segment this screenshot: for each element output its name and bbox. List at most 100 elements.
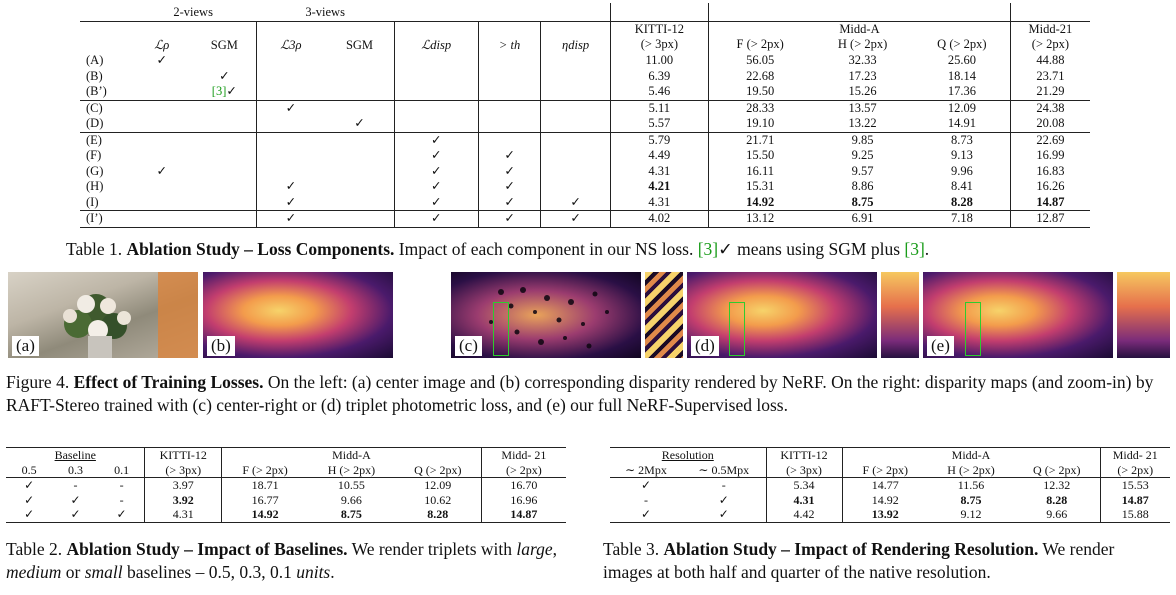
metric-cell: 9.66 (340, 492, 362, 507)
table-1: 2-views 3-views ℒρ SGM ℒ3ρ SGM ℒdisp > t… (80, 3, 1090, 228)
metric-cell: 12.87 (1009, 210, 1090, 228)
group-header-2-views: 2-views (173, 5, 213, 19)
citation-link[interactable]: [3] (211, 84, 227, 98)
check-cell (193, 116, 256, 132)
citation-link[interactable]: [3] (697, 239, 719, 259)
check-cell (393, 84, 479, 100)
check-cell (193, 164, 256, 180)
caption-italic: units (296, 562, 331, 582)
metric-cell: 3.92 (144, 492, 222, 507)
check-cell: ✓ (540, 194, 611, 211)
check-cell: ✓ (477, 210, 541, 228)
check-cell: - (119, 492, 124, 507)
metric-cell: 8.28 (394, 507, 482, 523)
col-subheader-h: H (> 2px) (928, 462, 1015, 478)
metric-cell: 24.38 (1009, 99, 1090, 116)
metric-cell: 3.97 (144, 477, 222, 493)
check-cell (130, 179, 193, 195)
check-cell (325, 69, 394, 85)
check-cell: ✓ (255, 179, 326, 195)
metric-cell: 9.13 (950, 148, 973, 162)
caption-text: . (924, 239, 930, 259)
row-label: (F) (86, 148, 102, 162)
caption-prefix: Table 2. (6, 539, 67, 559)
table-row: (E) ✓ 5.79 21.71 9.85 8.73 22.69 (80, 131, 1090, 148)
metric-cell: 4.21 (609, 179, 709, 195)
table-row: (G) ✓ ✓ ✓ 4.31 16.11 9.57 9.96 16.83 (80, 163, 1090, 180)
col-header-kitti: KITTI-12 (609, 20, 709, 37)
table-row: - ✓ 4.31 14.92 8.75 8.28 14.87 (610, 492, 1171, 507)
figure-panel-zoom-e (1117, 272, 1170, 358)
caption-text: , (552, 539, 558, 559)
figure-panel-zoom-d (881, 272, 919, 358)
metric-cell: 8.73 (913, 131, 1011, 148)
check-cell: - (644, 492, 648, 507)
metric-cell: 8.41 (950, 179, 973, 193)
check-cell (393, 116, 479, 132)
check-cell (193, 148, 256, 164)
metric-cell: 16.70 (480, 477, 566, 493)
check-cell (477, 68, 541, 84)
col-subheader-midd21: (> 2px) (480, 462, 566, 478)
metric-cell: 6.91 (811, 210, 914, 228)
col-header-eta-disp: ηdisp (540, 20, 611, 53)
check-cell (255, 68, 326, 84)
check-cell (540, 163, 611, 179)
metric-cell: 9.25 (851, 148, 874, 162)
col-subheader-q: Q (> 2px) (937, 37, 987, 52)
check-cell: ✓ (6, 507, 53, 523)
metric-cell: 4.31 (144, 507, 222, 523)
caption-bold: Ablation Study – Impact of Baselines. (66, 539, 348, 559)
check-cell (255, 116, 326, 132)
caption-bold: Effect of Training Losses. (73, 372, 264, 392)
metric-cell: 11.00 (609, 53, 709, 69)
check-cell (255, 131, 326, 148)
table-row: (C) ✓ 5.11 28.33 13.57 12.09 24.38 (80, 99, 1090, 116)
check-cell: ✓ (610, 507, 682, 523)
check-cell (325, 195, 394, 211)
metric-cell: 8.75 (960, 492, 982, 507)
check-cell: [3]✓ (193, 84, 256, 100)
metric-cell: 14.92 (841, 492, 929, 507)
check-cell: ✓ (156, 163, 167, 178)
col-header-l-disp: ℒdisp (393, 20, 479, 53)
col-subheader-h: H (> 2px) (308, 462, 395, 478)
table-2: Baseline KITTI-12 Midd-A Midd- 21 0.5 0.… (6, 447, 566, 523)
col-header-l-rho: ℒρ (130, 20, 194, 53)
caption-text: We render images at both half and quarte… (603, 539, 1115, 582)
col-subheader-r05: ∼ 0.5Mpx (682, 462, 767, 478)
check-cell: ✓ (255, 210, 326, 228)
col-header-midd-a: Midd-A (708, 20, 1011, 37)
check-cell (393, 68, 479, 84)
check-cell: ✓ (540, 210, 611, 228)
metric-cell: 19.50 (708, 84, 812, 100)
table-row: (H) ✓ ✓ ✓ 4.21 15.31 8.86 8.41 16.26 (80, 179, 1090, 195)
col-subheader-b05: 0.5 (6, 462, 53, 478)
table-row: ✓ ✓ - 3.92 16.77 9.66 10.62 16.96 (6, 492, 566, 507)
metric-cell: 8.28 (1046, 492, 1068, 507)
metric-cell: 5.34 (765, 477, 843, 493)
metric-cell: 4.31 (609, 194, 709, 211)
check-cell (255, 148, 326, 164)
check-cell (193, 179, 256, 195)
caption-text: On the left: (a) center image and (b) co… (6, 372, 1154, 415)
row-label: (C) (80, 99, 131, 116)
metric-cell: 22.68 (708, 68, 812, 84)
check-cell (193, 195, 256, 211)
flowers-photo (63, 272, 198, 358)
metric-cell: 10.55 (337, 478, 365, 492)
check-cell: ✓ (718, 492, 729, 507)
row-label: (H) (86, 179, 104, 193)
check-cell: ✓ (24, 478, 35, 492)
table-row: (I’) ✓ ✓ ✓ ✓ 4.02 13.12 6.91 7.18 12.87 (80, 210, 1090, 228)
panel-label-d: (d) (691, 336, 719, 356)
metric-cell: 12.09 (913, 99, 1011, 116)
panel-label-a: (a) (12, 336, 39, 356)
citation-link[interactable]: [3] (904, 239, 925, 259)
figure-panel-center-image: (a) (8, 272, 198, 358)
metric-cell: 15.26 (848, 84, 877, 98)
check-cell (130, 116, 193, 132)
col-header-sgm-3view: SGM (325, 20, 395, 53)
check-cell (540, 53, 611, 69)
col-subheader-midd21: (> 2px) (1009, 37, 1090, 53)
